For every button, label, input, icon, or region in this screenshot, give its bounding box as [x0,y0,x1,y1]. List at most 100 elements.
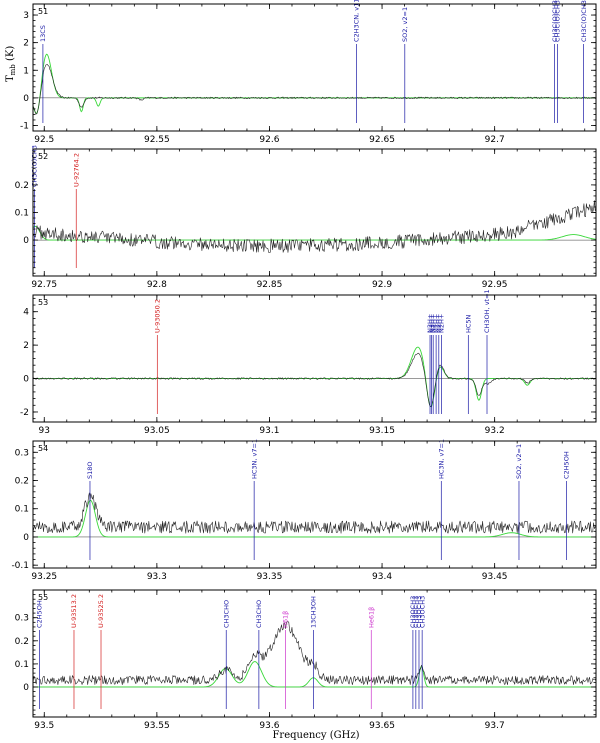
line-marker: N2H+ [429,314,437,414]
y-tick-label: 3 [23,11,29,21]
line-marker: U-93050.2 [154,299,162,414]
x-tick-label: 93.6 [259,721,279,731]
line-marker: CH3C(O)CH3 [554,0,562,123]
line-label: N2H+ [435,314,443,333]
y-tick-label: 0 [23,94,29,104]
observed-spectrum [33,64,596,115]
panel-number: 55 [38,593,48,602]
model-spectrum [33,346,596,408]
line-marker: C2H5OH [563,451,571,560]
x-tick-label: 93.1 [259,426,279,436]
x-tick-label: 93.2 [485,426,505,436]
spectrum-panel-53: U-93050.2 N2H+N2H+N2H+N2H+N2H+N2H+ HC5N CH3… [20,289,597,436]
x-tick-label: 93.5 [34,721,54,731]
line-label: CH3OCH3 [418,596,426,628]
x-tick-label: 92.75 [31,280,57,290]
x-tick-label: 93.45 [482,572,508,582]
line-marker: CH3OCH3 [418,596,426,709]
line-label: HC5N [465,314,473,333]
x-tick-label: 93.55 [144,721,170,731]
plot-frame [32,294,597,423]
line-label: C2H3CN, v11=1 [353,0,361,42]
plot-frame [32,440,597,569]
line-label: CH3C(O)CH3 [31,145,39,187]
line-label: N2H+ [426,314,434,333]
x-tick-label: 93.05 [144,426,170,436]
line-marker: CH3CHO [255,600,263,709]
line-marker: N2H+ [435,314,443,414]
line-label: CH3OCH3 [415,596,423,628]
line-marker: C2H3CN, v11=1 [353,0,361,123]
line-label: CH3OH, vt=1 [483,289,491,333]
x-tick-label: 92.95 [482,280,508,290]
line-marker: N2H+ [426,314,434,414]
line-label: N2H+ [428,314,436,333]
line-marker: HC3N, v7=1 [250,439,258,560]
observed-spectrum [33,621,596,685]
y-tick-label: -0.1 [11,561,29,571]
x-tick-label: 93 [39,426,50,436]
panel-number: 51 [38,7,48,16]
line-label: U-93525.2 [97,594,105,628]
y-tick-label: -2 [20,408,29,418]
x-tick-label: 92.7 [485,135,505,145]
x-tick-label: 93.25 [31,572,57,582]
y-tick-label: 0.1 [15,209,29,219]
y-tick-label: 0 [23,683,29,693]
y-axis-title-main: T [5,75,16,82]
line-marker: CH3CHO [222,600,230,709]
line-label: CH3C(O)CH3 [551,0,559,42]
line-marker: SO2, v2=1 [401,7,409,123]
line-marker: U-93525.2 [97,594,105,709]
observed-spectrum [33,352,596,407]
panel-number: 53 [38,298,48,307]
model-spectrum [33,53,596,114]
line-label: U-93513.2 [70,594,78,628]
line-marker: CH3OCH3 [412,596,420,709]
line-label: SO2, v2=1 [401,7,409,42]
y-tick-label: 0 [23,236,29,246]
x-tick-label: 92.65 [369,135,395,145]
x-tick-label: 93.15 [369,426,395,436]
panel-number: 54 [38,444,48,453]
line-marker: U-92764.2 [72,153,80,268]
model-spectrum [33,499,596,538]
line-label: SO2, v2=1 [515,444,523,479]
model-spectrum [33,661,596,688]
line-marker: CH3C(O)CH3 [31,145,39,268]
line-marker: CH3OCH3 [409,596,417,709]
x-tick-label: 92.6 [259,135,279,145]
line-marker: CH3C(O)CH3 [580,0,588,123]
y-tick-label: 0.3 [15,448,29,458]
line-marker: U-93513.2 [70,594,78,709]
line-label: S18O [86,461,94,479]
y-tick-label: -1 [20,121,29,131]
line-marker: N2H+ [438,314,446,414]
line-marker: CH3OH, vt=1 [483,289,491,414]
model-spectrum [33,225,596,241]
y-axis-title-sub: mb [9,64,17,76]
line-marker: H61β [282,611,290,709]
line-label: He61β [367,607,375,628]
y-tick-label: 0 [23,533,29,543]
line-label: C2H5OH [36,600,44,628]
line-label: N2H+ [429,314,437,333]
x-tick-label: 93.4 [372,572,392,582]
y-tick-label: 2 [23,39,29,49]
y-tick-label: 0.1 [15,505,29,515]
svg-text:Tmb (K): Tmb (K) [5,46,17,82]
line-label: 13CS [39,25,47,42]
line-marker: N2H+ [432,314,440,414]
line-label: N2H+ [432,314,440,333]
line-marker: C2H5OH [36,600,44,709]
y-axis-title: Tmb (K) [5,46,17,82]
x-tick-label: 93.7 [485,721,505,731]
y-tick-label: 0.2 [15,181,29,191]
line-marker: He61β [367,607,375,709]
y-tick-label: 0.2 [15,637,29,647]
line-label: 13CH3OH [310,596,318,628]
y-tick-label: 0.2 [15,477,29,487]
spectrum-panel-54: S18O HC3N, v7=1 HC3N, v7=1 SO2, v2=1 C2H5OH 5… [11,439,597,582]
x-tick-label: 92.85 [257,280,283,290]
